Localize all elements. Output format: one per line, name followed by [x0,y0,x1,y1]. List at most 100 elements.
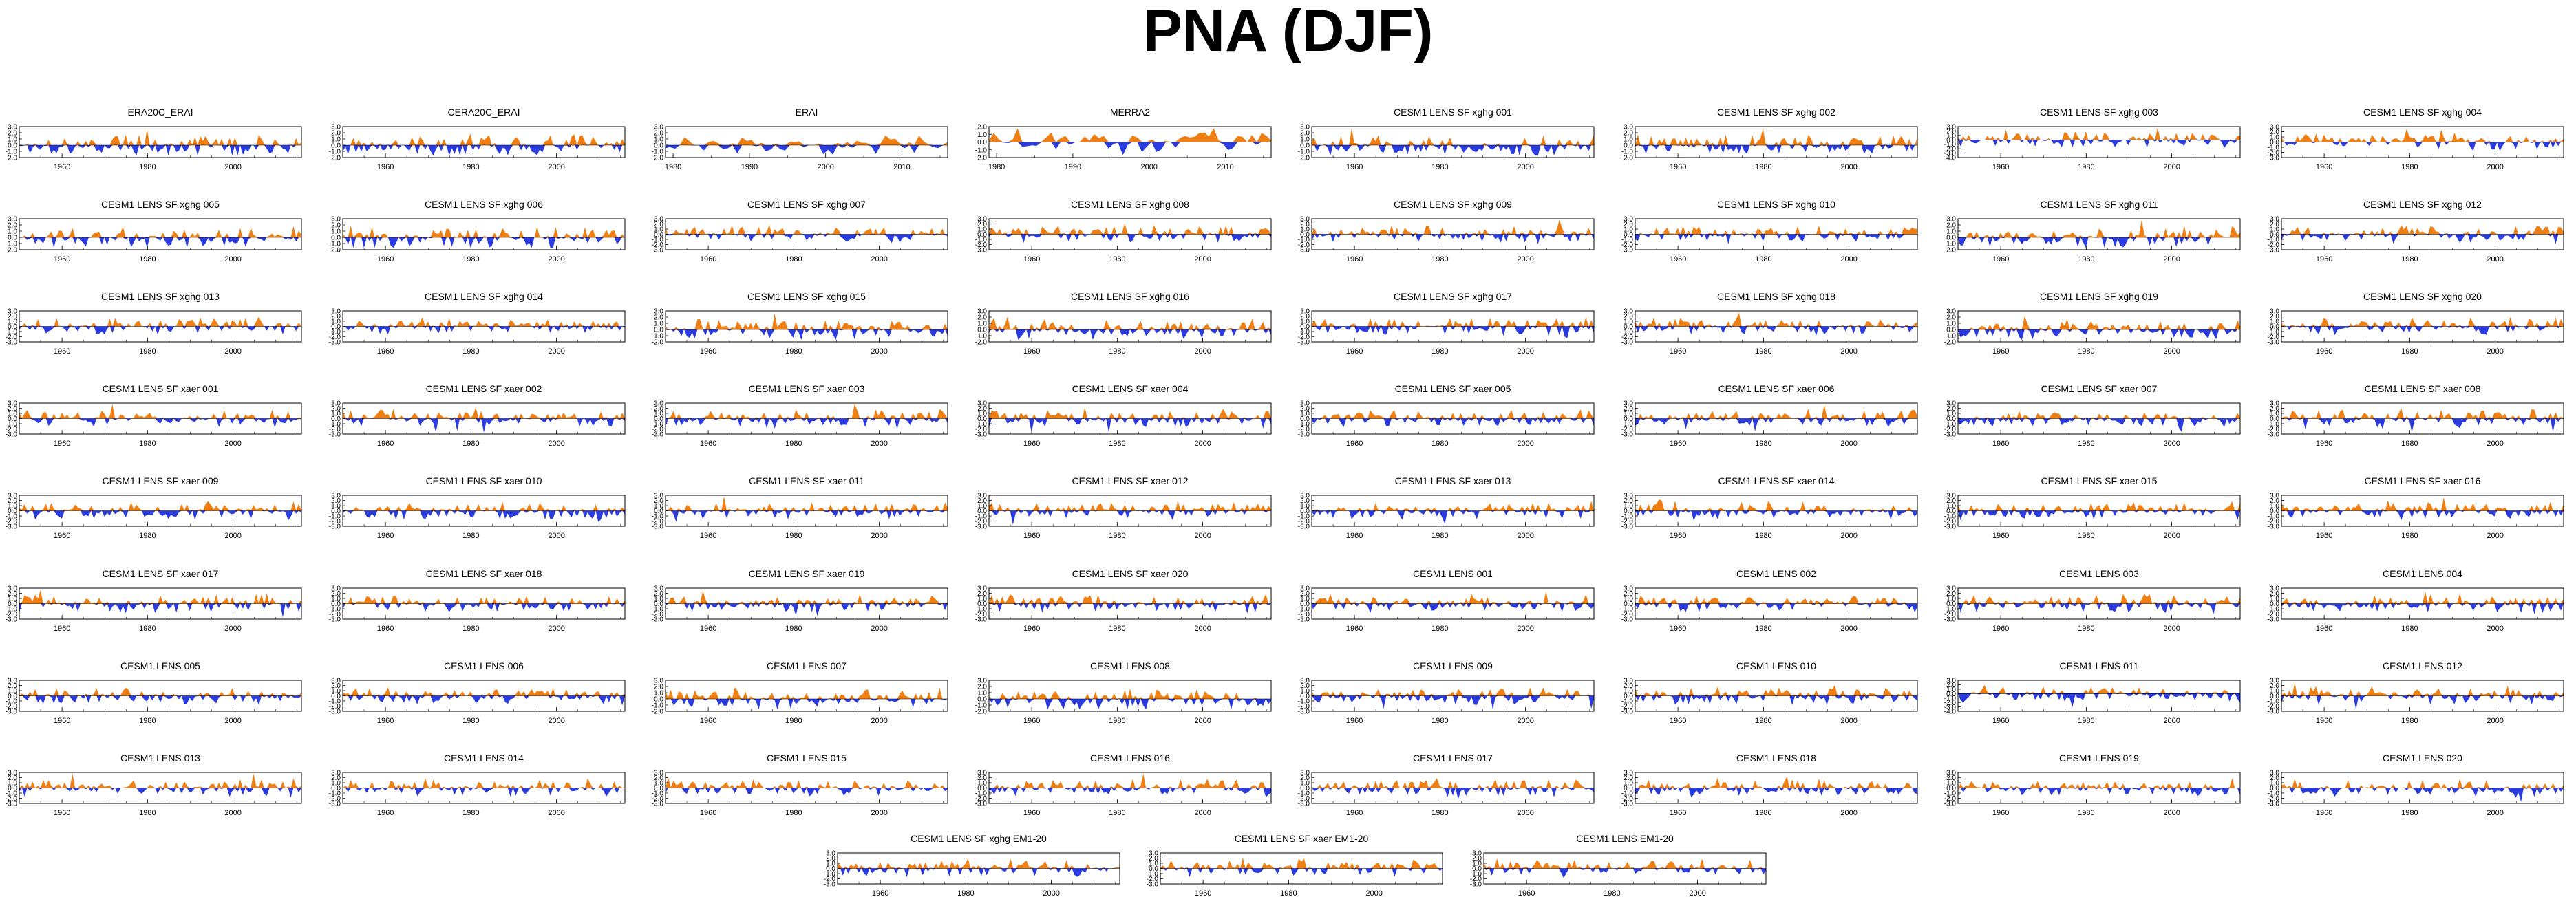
y-tick-label: -1.0 [329,421,341,429]
x-tick-label: 1980 [785,532,802,540]
panel: CESM1 LENS 009 3.02.01.00.0-1.0-2.0-3.0 19… [1298,660,1595,725]
panel-title: CESM1 LENS 002 [1736,568,1816,579]
positive-area [1312,317,1594,327]
panel-title: CESM1 LENS SF xghg 008 [1071,199,1189,210]
positive-area [1958,411,2240,419]
x-tick-label: 1980 [1755,809,1771,817]
x-tick-label: 1980 [139,440,156,448]
negative-area [2281,234,2564,244]
positive-area [1312,591,1594,604]
x-tick-label: 1960 [2316,440,2332,448]
y-tick-label: -2.0 [652,426,664,433]
y-tick-label: 0.0 [654,142,663,150]
y-tick-label: 1.0 [331,136,341,144]
y-tick-label: -3.0 [1621,523,1634,531]
panel: CESM1 LENS SF xghg EM1-20 3.02.01.00.0-1.… [824,833,1120,898]
y-tick-label: 3.0 [1946,308,1956,316]
y-tick-label: 1.0 [1624,688,1633,695]
positive-area [19,226,301,237]
y-tick-label: -2.0 [652,241,664,249]
x-tick-label: 2000 [2163,809,2180,817]
y-tick-label: 3.0 [1300,678,1310,685]
y-tick-label: -3.0 [1298,247,1310,255]
y-tick-label: 0.0 [977,415,987,423]
x-tick-label: 1960 [377,440,394,448]
y-tick-label: 2.0 [1946,128,1956,136]
y-tick-label: -3.0 [329,616,341,624]
y-tick-label: -2.0 [975,709,988,716]
x-tick-label: 1980 [462,809,479,817]
panel-title: CESM1 LENS SF xghg 001 [1394,107,1512,118]
y-tick-label: 1.0 [654,503,663,510]
y-tick-label: 0.0 [1300,785,1310,792]
y-tick-label: 1.0 [977,321,987,328]
positive-area [2281,497,2564,511]
x-tick-label: 1960 [1023,255,1040,263]
panel-title: MERRA2 [1110,107,1151,118]
y-tick-label: 1.0 [977,131,987,139]
y-tick-label: 0.0 [2270,415,2279,423]
panel-title: CESM1 LENS SF xaer 003 [749,383,865,394]
negative-area [2281,510,2564,521]
y-tick-label: -2.0 [1621,155,1634,162]
positive-area [1635,404,1917,419]
x-tick-label: 2000 [224,255,241,263]
y-tick-label: 1.0 [8,688,17,695]
y-tick-label: 2.0 [654,590,663,598]
positive-area [343,687,625,696]
negative-area [666,510,948,522]
negative-area [1635,788,1917,797]
positive-area [989,407,1271,419]
y-tick-label: 3.0 [654,585,663,593]
x-tick-label: 1980 [785,440,802,448]
x-tick-label: 2000 [1194,717,1211,725]
y-tick-label: 1.0 [654,780,663,788]
panel: CESM1 LENS 012 3.02.01.00.0-1.0-2.0-3.0 19… [2268,660,2564,725]
panel: CESM1 LENS SF xghg 014 3.02.01.00.0-1.0-2… [329,291,626,356]
y-tick-label: -3.0 [329,431,341,439]
x-tick-label: 1960 [1023,809,1040,817]
y-tick-label: -1.0 [1944,421,1957,429]
x-tick-label: 2000 [2487,347,2503,356]
y-tick-label: -1.0 [975,513,988,521]
y-tick-label: -1.0 [652,149,664,156]
panel-title: CESM1 LENS 013 [120,753,200,764]
y-tick-label: 0.0 [8,601,17,608]
y-tick-label: 3.0 [654,124,663,131]
y-tick-label: 2.0 [1300,775,1310,782]
y-tick-label: -2.0 [1621,703,1634,711]
panel: CESM1 LENS SF xghg 010 3.02.01.00.0-1.0-2… [1621,199,1918,263]
panel: CESM1 LENS SF xaer 017 3.02.01.00.0-1.0-2… [6,568,302,633]
positive-area [2281,225,2564,235]
y-tick-label: -2.0 [1298,241,1310,249]
y-tick-label: 0.0 [977,231,987,239]
y-tick-label: 2.0 [654,221,663,228]
y-tick-label: -2.0 [1621,518,1634,526]
y-tick-label: -1.0 [1298,606,1310,614]
y-tick-label: -1.0 [975,237,988,244]
y-tick-label: -2.0 [329,611,341,618]
x-tick-label: 2000 [548,440,564,448]
y-tick-label: -2.0 [1621,795,1634,803]
y-tick-label: 0.0 [1946,327,1956,334]
x-tick-label: 2000 [548,717,564,725]
negative-area [2281,326,2564,336]
x-tick-label: 1980 [1755,440,1771,448]
positive-area [1635,685,1917,696]
y-tick-label: -1.0 [652,237,664,244]
negative-area [1958,788,2240,797]
y-tick-label: 1.0 [654,596,663,603]
negative-area [1958,237,2240,248]
x-tick-label: 2000 [1194,440,1211,448]
y-tick-label: 3.0 [654,493,663,500]
y-tick-label: 1.0 [1624,596,1633,603]
negative-area [666,234,948,244]
x-tick-label: 1990 [1065,163,1081,171]
y-tick-label: 2.0 [977,405,987,413]
panel-title: CESM1 LENS SF xghg 013 [101,291,220,302]
y-tick-label: 1.0 [654,411,663,418]
y-tick-label: -1.0 [1470,871,1482,878]
y-tick-label: 0.0 [2270,693,2279,700]
y-tick-label: 2.0 [1300,130,1310,138]
x-tick-label: 2000 [548,163,564,171]
